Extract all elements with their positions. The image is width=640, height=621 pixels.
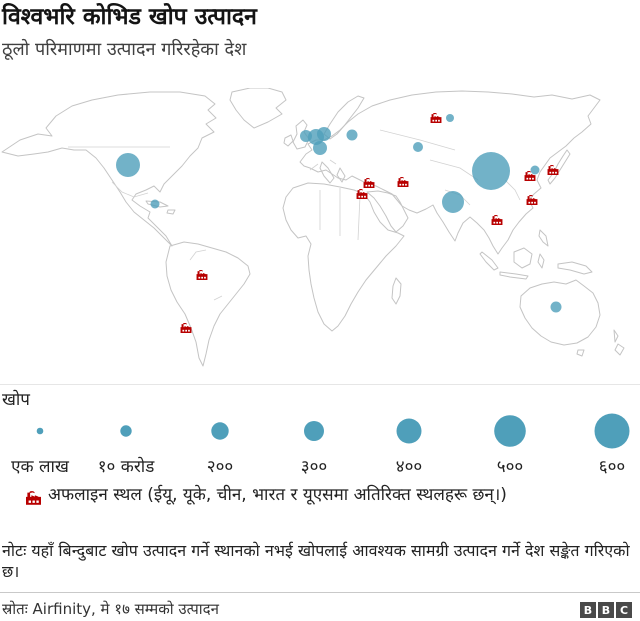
continent-australia xyxy=(519,279,601,346)
factory-icon-israel xyxy=(363,178,375,188)
map-factories-layer xyxy=(180,113,559,333)
region-scandinavia xyxy=(323,95,365,140)
bubble-china xyxy=(472,152,510,190)
legend-bubble-2 xyxy=(211,422,229,440)
island-tasmania xyxy=(576,349,585,357)
legend-label-3: ३०० xyxy=(300,457,328,477)
world-map xyxy=(0,88,640,378)
factory-icon-iran xyxy=(397,177,409,187)
island-greenland xyxy=(229,88,287,129)
legend-bubble-5 xyxy=(494,415,526,447)
island-philippines xyxy=(538,229,549,247)
bubble-south-korea xyxy=(530,165,540,175)
page-title: विश्वभरि कोभिड खोप उत्पादन xyxy=(2,4,257,30)
legend-label-0: एक लाख xyxy=(11,457,69,477)
island-japan xyxy=(547,149,571,185)
bubble-russia xyxy=(446,114,454,122)
island-sumatra xyxy=(479,251,499,271)
bubble-belarus xyxy=(346,129,358,141)
legend-bubble-1 xyxy=(120,425,132,437)
peninsula-arabia xyxy=(366,190,409,233)
legend-label-1: १० करोड xyxy=(97,457,155,477)
legend-label-2: २०० xyxy=(206,457,234,477)
page-subtitle: ठूलो परिमाणमा उत्पादन गरिरहेका देश xyxy=(2,39,247,60)
island-borneo xyxy=(513,247,533,269)
legend-bubble-6 xyxy=(594,413,630,449)
map-bubbles-layer xyxy=(116,114,562,313)
border-central-asia xyxy=(379,129,521,206)
bbc-logo: B B C xyxy=(580,602,632,618)
legend-size-scale xyxy=(36,413,630,449)
bubble-cuba xyxy=(150,199,160,209)
island-new-zealand xyxy=(613,329,625,356)
bubble-united-states xyxy=(116,153,140,177)
continent-outlines xyxy=(1,88,625,367)
island-uk xyxy=(292,119,310,150)
legend-title: खोप xyxy=(2,390,30,410)
offline-sites-text: अफलाइन स्थल (ईयू, यूके, चीन, भारत र यूएस… xyxy=(48,485,507,505)
legend-bubble-3 xyxy=(304,421,324,441)
bubble-india xyxy=(442,191,464,213)
continent-eurasia xyxy=(299,90,601,255)
factory-icon-russia xyxy=(430,113,442,123)
factory-icon xyxy=(26,491,41,505)
legend-bubble-0 xyxy=(36,427,44,435)
continent-africa xyxy=(282,182,405,332)
border-europe xyxy=(309,159,337,171)
island-ireland xyxy=(283,134,294,147)
bbc-logo-block: B xyxy=(598,602,614,618)
island-sulawesi xyxy=(537,253,545,269)
peninsula-greece xyxy=(336,167,346,183)
bbc-logo-block: B xyxy=(580,602,596,618)
bubble-kazakhstan xyxy=(413,142,423,152)
continent-south-america xyxy=(165,241,251,367)
bbc-logo-block: C xyxy=(616,602,632,618)
legend-bubble-4 xyxy=(396,418,422,444)
island-java xyxy=(499,271,529,280)
island-new-guinea xyxy=(557,261,593,275)
world-map-svg xyxy=(1,88,625,367)
legend-label-6: ६०० xyxy=(598,457,626,477)
footer: स्रोतः Airfinity, मे १७ सम्मको उत्पादन B… xyxy=(0,592,640,621)
note-text: नोटः यहाँ बिन्दुबाट खोप उत्पादन गर्ने स्… xyxy=(2,541,630,581)
factory-icon-egypt xyxy=(356,189,368,199)
continent-north-america xyxy=(1,91,217,247)
legend-label-4: ४०० xyxy=(395,457,423,477)
peninsula-italy xyxy=(319,161,335,184)
bubble-australia xyxy=(550,301,562,313)
island-hispaniola xyxy=(166,209,176,215)
factory-icon-thailand xyxy=(491,215,503,225)
border-africa xyxy=(319,188,361,241)
factory-icon-brazil xyxy=(196,270,208,280)
border-south-america xyxy=(189,249,223,301)
source-text: स्रोतः Airfinity, मे १७ सम्मको उत्पादन xyxy=(2,600,219,618)
legend-label-5: ५०० xyxy=(496,457,524,477)
bubble-central-europe xyxy=(317,127,331,141)
border-us-mexico xyxy=(111,181,149,198)
bubble-southern-europe xyxy=(313,141,327,155)
legend-labels: एक लाख १० करोड २०० ३०० ४०० ५०० ६०० xyxy=(0,454,640,477)
island-madagascar xyxy=(391,277,402,305)
divider-line xyxy=(0,384,640,385)
